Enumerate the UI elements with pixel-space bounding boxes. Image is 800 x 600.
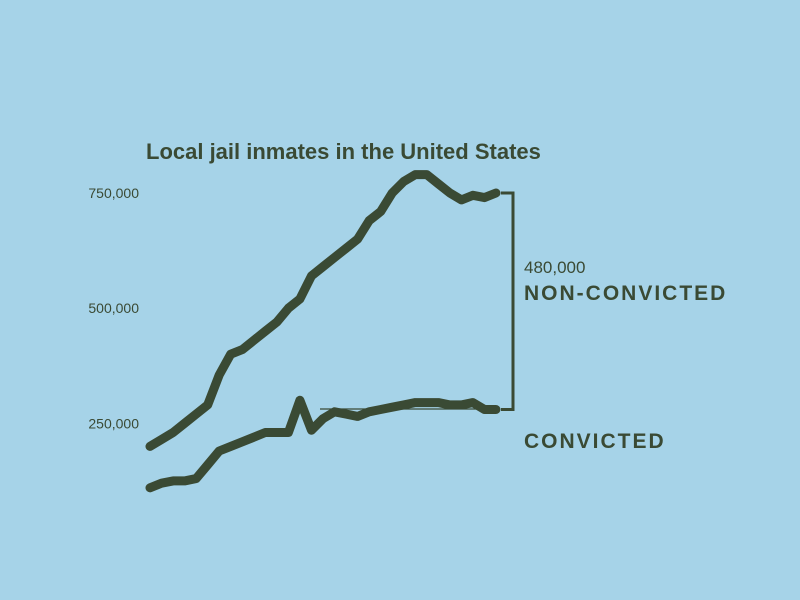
y-axis-ticks: 250,000 500,000 750,000 bbox=[88, 185, 139, 431]
y-tick-label: 750,000 bbox=[88, 185, 139, 201]
gap-bracket bbox=[501, 191, 515, 411]
series-line-convicted bbox=[145, 395, 501, 493]
convicted-label: CONVICTED bbox=[524, 430, 666, 453]
gap-value-label: 480,000 bbox=[524, 258, 585, 277]
series-lines bbox=[145, 170, 501, 493]
y-tick-label: 500,000 bbox=[88, 300, 139, 316]
y-tick-label: 250,000 bbox=[88, 415, 139, 431]
non-convicted-label: NON-CONVICTED bbox=[524, 282, 727, 305]
series-line-non-convicted bbox=[145, 170, 501, 451]
chart-title: Local jail inmates in the United States bbox=[146, 139, 541, 164]
